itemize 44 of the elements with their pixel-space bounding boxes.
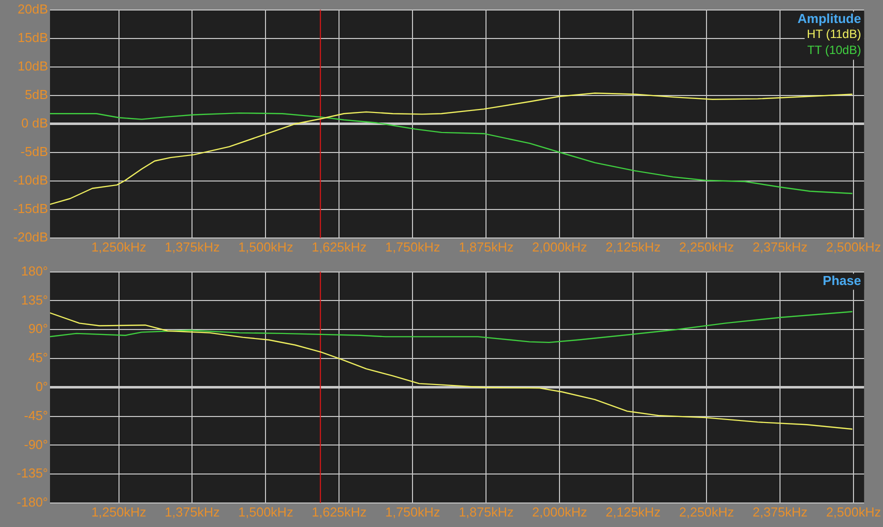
x-tick-label: 1,875kHz [458,239,514,254]
x-tick-label: 2,250kHz [679,239,734,254]
x-tick-label: 2,125kHz [606,239,661,254]
chart-title: Amplitude [798,10,862,26]
y-tick-label: 135° [21,292,48,308]
text: HT (11dB) [806,27,862,42]
x-tick-label: 1,375kHz [164,239,220,254]
x-tick-label: 1,625kHz [312,239,367,254]
x-tick-label: 2,125kHz [606,504,661,520]
x-tick-label: 1,875kHz [458,504,514,520]
y-tick-label: -15dB [13,201,48,216]
y-tick-label: -20dB [13,230,48,245]
text: TT (10dB) [807,43,862,58]
y-tick-label: -45° [24,408,48,423]
y-tick-label: 15dB [18,30,48,45]
y-tick-label: 90° [28,321,48,336]
x-tick-label: 1,750kHz [385,504,440,520]
x-tick-label: 1,500kHz [238,504,294,520]
y-tick-label: 0° [36,378,48,394]
x-tick-label: 1,500kHz [238,239,294,254]
x-tick-label: 2,500kHz [826,239,881,254]
x-tick-label: 2,500kHz [826,504,881,520]
y-tick-label: 20dB [18,1,48,16]
y-tick-label: -135° [16,466,48,481]
x-tick-label: 1,250kHz [91,504,146,520]
x-tick-label: 2,375kHz [752,504,808,520]
y-tick-label: 5dB [24,86,48,102]
x-tick-label: 2,250kHz [679,504,734,520]
x-tick-label: 2,375kHz [752,239,808,254]
y-tick-label: 45° [28,350,48,366]
y-tick-label: -5dB [20,144,48,160]
y-tick-label: 0 dB [21,115,48,130]
y-tick-label: -10dB [13,172,48,188]
x-tick-label: 1,375kHz [164,504,220,520]
x-tick-label: 2,000kHz [532,239,588,254]
y-tick-label: 10dB [18,58,48,74]
x-tick-label: 1,625kHz [312,504,367,520]
y-tick-label: -90° [24,436,48,452]
y-tick-label: 180° [21,263,48,278]
x-tick-label: 1,750kHz [385,239,440,254]
y-tick-label: -180° [16,494,48,510]
chart-title: Phase [822,272,862,288]
x-tick-label: 2,000kHz [532,504,588,520]
x-tick-label: 1,250kHz [91,239,146,254]
